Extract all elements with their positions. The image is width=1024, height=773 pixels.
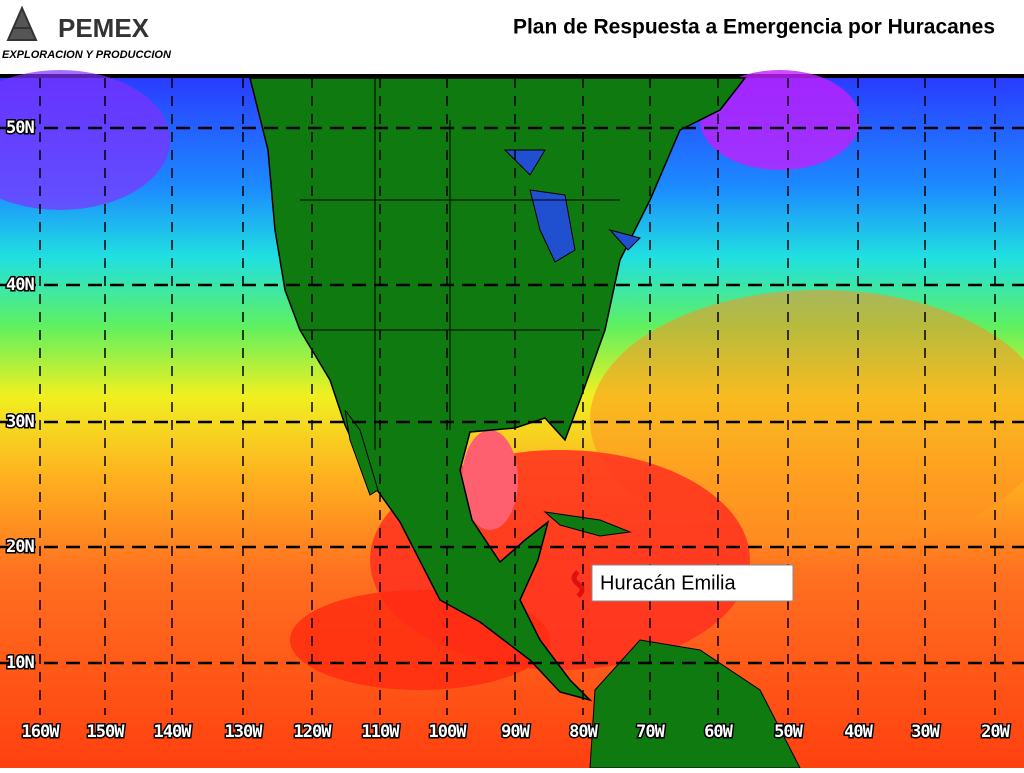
longitude-label: 30W — [911, 722, 940, 742]
graticule: 50N 40N 30N 20N 10N 160W 150W 140W 130W 120W 110W 1… — [0, 78, 1024, 744]
great-lakes — [503, 149, 641, 263]
longitude-label: 160W — [22, 722, 61, 742]
sea-cold — [700, 70, 860, 170]
annotation-box — [591, 564, 794, 602]
cuba — [543, 511, 632, 537]
longitude-label: 60W — [704, 722, 733, 742]
annotation: Huracán Emilia — [600, 572, 736, 594]
longitude-label: 50W — [774, 722, 803, 742]
logo-icon — [6, 5, 38, 41]
longitude-label: 100W — [429, 722, 468, 742]
longitude-label: 90W — [501, 722, 530, 742]
slide-title: Plan de Respuesta a Emergencia por Hurac… — [513, 16, 995, 39]
longitude-label: 40W — [844, 722, 873, 742]
longitude-label: 110W — [362, 722, 401, 742]
longitude-label: 120W — [294, 722, 333, 742]
sea-cold — [0, 70, 170, 210]
latitude-label: 50N — [6, 118, 34, 138]
logo-subtitle: EXPLORACION Y PRODUCCION — [2, 49, 172, 61]
baja-california — [344, 409, 379, 496]
header: PEMEX EXPLORACION Y PRODUCCION Plan de R… — [0, 5, 1024, 78]
longitude-label: 130W — [225, 722, 264, 742]
map: 50N 40N 30N 20N 10N 160W 150W 140W 130W 120W 110W 1… — [0, 70, 1024, 769]
longitude-label: 80W — [569, 722, 598, 742]
latitude-label: 20N — [6, 537, 34, 557]
borders — [300, 78, 620, 450]
longitude-label: 150W — [87, 722, 126, 742]
latitude-label: 10N — [6, 653, 34, 673]
longitude-label: 70W — [636, 722, 665, 742]
latitude-label: 40N — [6, 275, 34, 295]
hurricane-symbol — [571, 570, 585, 598]
hurricane: Huracán Emilia — [571, 564, 794, 602]
latitude-label: 30N — [6, 412, 34, 432]
longitude-label: 140W — [154, 722, 193, 742]
logo: PEMEX — [58, 13, 150, 43]
longitude-label: 20W — [981, 722, 1010, 742]
header-rule — [0, 74, 1024, 78]
sea-hot — [462, 430, 518, 530]
